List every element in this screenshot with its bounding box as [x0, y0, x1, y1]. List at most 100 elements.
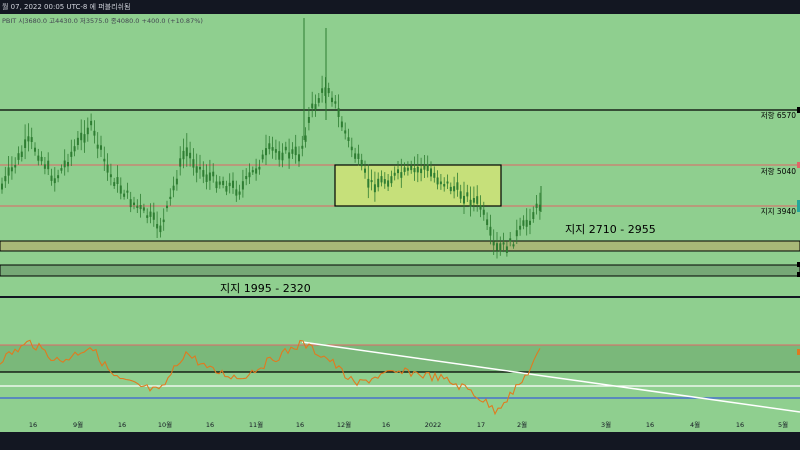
candle-body — [357, 153, 360, 159]
candle-body — [103, 158, 106, 162]
candle-body — [321, 88, 324, 93]
candle-body — [370, 180, 373, 183]
candle-body — [436, 177, 439, 185]
candle-body — [301, 145, 304, 149]
main-pane: 저항 6570 저항 5040 지지 3940 지지 2710 - 2955 지지 19… — [0, 18, 800, 298]
x-tick-label: 12월 — [337, 420, 351, 429]
candle-body — [20, 151, 23, 157]
candle-body — [86, 127, 89, 135]
candle-body — [502, 242, 505, 245]
candle-body — [380, 176, 383, 183]
candle-body — [271, 147, 274, 151]
support-zone-2710-2955 — [0, 240, 800, 252]
candle-body — [156, 224, 159, 229]
candle-body — [109, 174, 112, 178]
candle-body — [73, 146, 76, 152]
candle-body — [294, 146, 297, 156]
candle-body — [93, 130, 96, 136]
candle-body — [482, 209, 485, 215]
x-tick-label: 2월 — [517, 420, 527, 429]
candle-body — [373, 184, 376, 193]
candle-body — [426, 164, 429, 171]
candle-body — [7, 167, 10, 176]
candle-body — [90, 120, 93, 126]
x-tick-label: 16 — [382, 421, 390, 429]
candle-body — [505, 246, 508, 253]
candle-body — [499, 243, 502, 252]
candle-body — [456, 182, 459, 190]
candle-body — [288, 152, 291, 159]
candle-body — [354, 153, 357, 159]
candle-body — [476, 196, 479, 204]
candle-body — [166, 205, 168, 209]
candle-body — [179, 158, 182, 167]
candle-body — [159, 225, 162, 233]
candle-body — [420, 168, 423, 174]
candle-body — [284, 146, 287, 151]
candle-body — [377, 178, 380, 188]
price-marker-support-a — [797, 262, 800, 267]
candle-body — [136, 205, 139, 208]
candle-body — [14, 165, 17, 168]
candle-body — [169, 196, 172, 199]
candle-body — [123, 193, 126, 197]
candle-body — [106, 164, 109, 173]
candle-body — [410, 165, 413, 171]
publish-bar: 월 07, 2022 00:05 UTC-8 에 퍼블리쉬됨 — [0, 0, 800, 14]
candle-body — [430, 168, 432, 177]
publish-datetime: 월 07, 2022 00:05 UTC-8 에 퍼블리쉬됨 — [2, 3, 131, 11]
candle-body — [347, 137, 350, 141]
x-tick-label: 16 — [296, 421, 304, 429]
candle-body — [350, 146, 353, 151]
candle-body — [80, 132, 83, 141]
candle-body — [47, 160, 50, 170]
candle-body — [413, 168, 416, 173]
x-tick-label: 16 — [29, 421, 37, 429]
candle-body — [512, 244, 515, 247]
candle-body — [50, 175, 53, 181]
candle-body — [486, 219, 489, 225]
candle-body — [387, 180, 390, 187]
candle-body — [489, 226, 492, 236]
rsi-trendline — [301, 341, 800, 413]
candle-body — [37, 155, 40, 161]
candle-body — [453, 186, 456, 192]
bottom-bar — [0, 432, 800, 450]
candle-body — [4, 176, 7, 182]
rsi-line — [0, 339, 541, 416]
candle-body — [255, 168, 258, 174]
candle-body — [344, 130, 347, 134]
candle-body — [519, 225, 522, 230]
candle-body — [1, 183, 3, 190]
candle-body — [304, 135, 307, 142]
candle-body — [30, 137, 33, 142]
candle-body — [83, 134, 86, 143]
candle-body — [446, 181, 449, 184]
candle-body — [529, 220, 531, 225]
candle-body — [185, 147, 188, 157]
candle-body — [360, 159, 363, 167]
candle-body — [311, 103, 314, 109]
x-tick-label: 9월 — [73, 420, 83, 429]
candle-body — [525, 219, 528, 227]
ohlc-legend: PBIT 시3680.0 고4430.0 저3575.0 종4080.0 +40… — [2, 17, 203, 25]
candle-body — [340, 121, 343, 128]
candle-body — [278, 151, 281, 160]
candle-body — [261, 154, 264, 160]
candle-body — [274, 149, 277, 153]
candle-body — [67, 162, 69, 167]
candle-body — [479, 205, 482, 210]
x-tick-label: 10월 — [158, 420, 172, 429]
time-axis: 16 9월 16 10월 16 11월 16 12월 16 2022 17 2월 3월 16 4월 16 5월 — [29, 420, 788, 429]
candle-body — [133, 202, 135, 205]
candle-body — [403, 167, 406, 172]
candle-body — [298, 154, 300, 162]
x-tick-label: 3월 — [601, 420, 611, 429]
candle-body — [228, 182, 231, 187]
x-tick-label: 4월 — [690, 420, 700, 429]
candle-body — [152, 212, 155, 220]
candle-body — [199, 166, 201, 170]
candle-body — [400, 172, 403, 178]
